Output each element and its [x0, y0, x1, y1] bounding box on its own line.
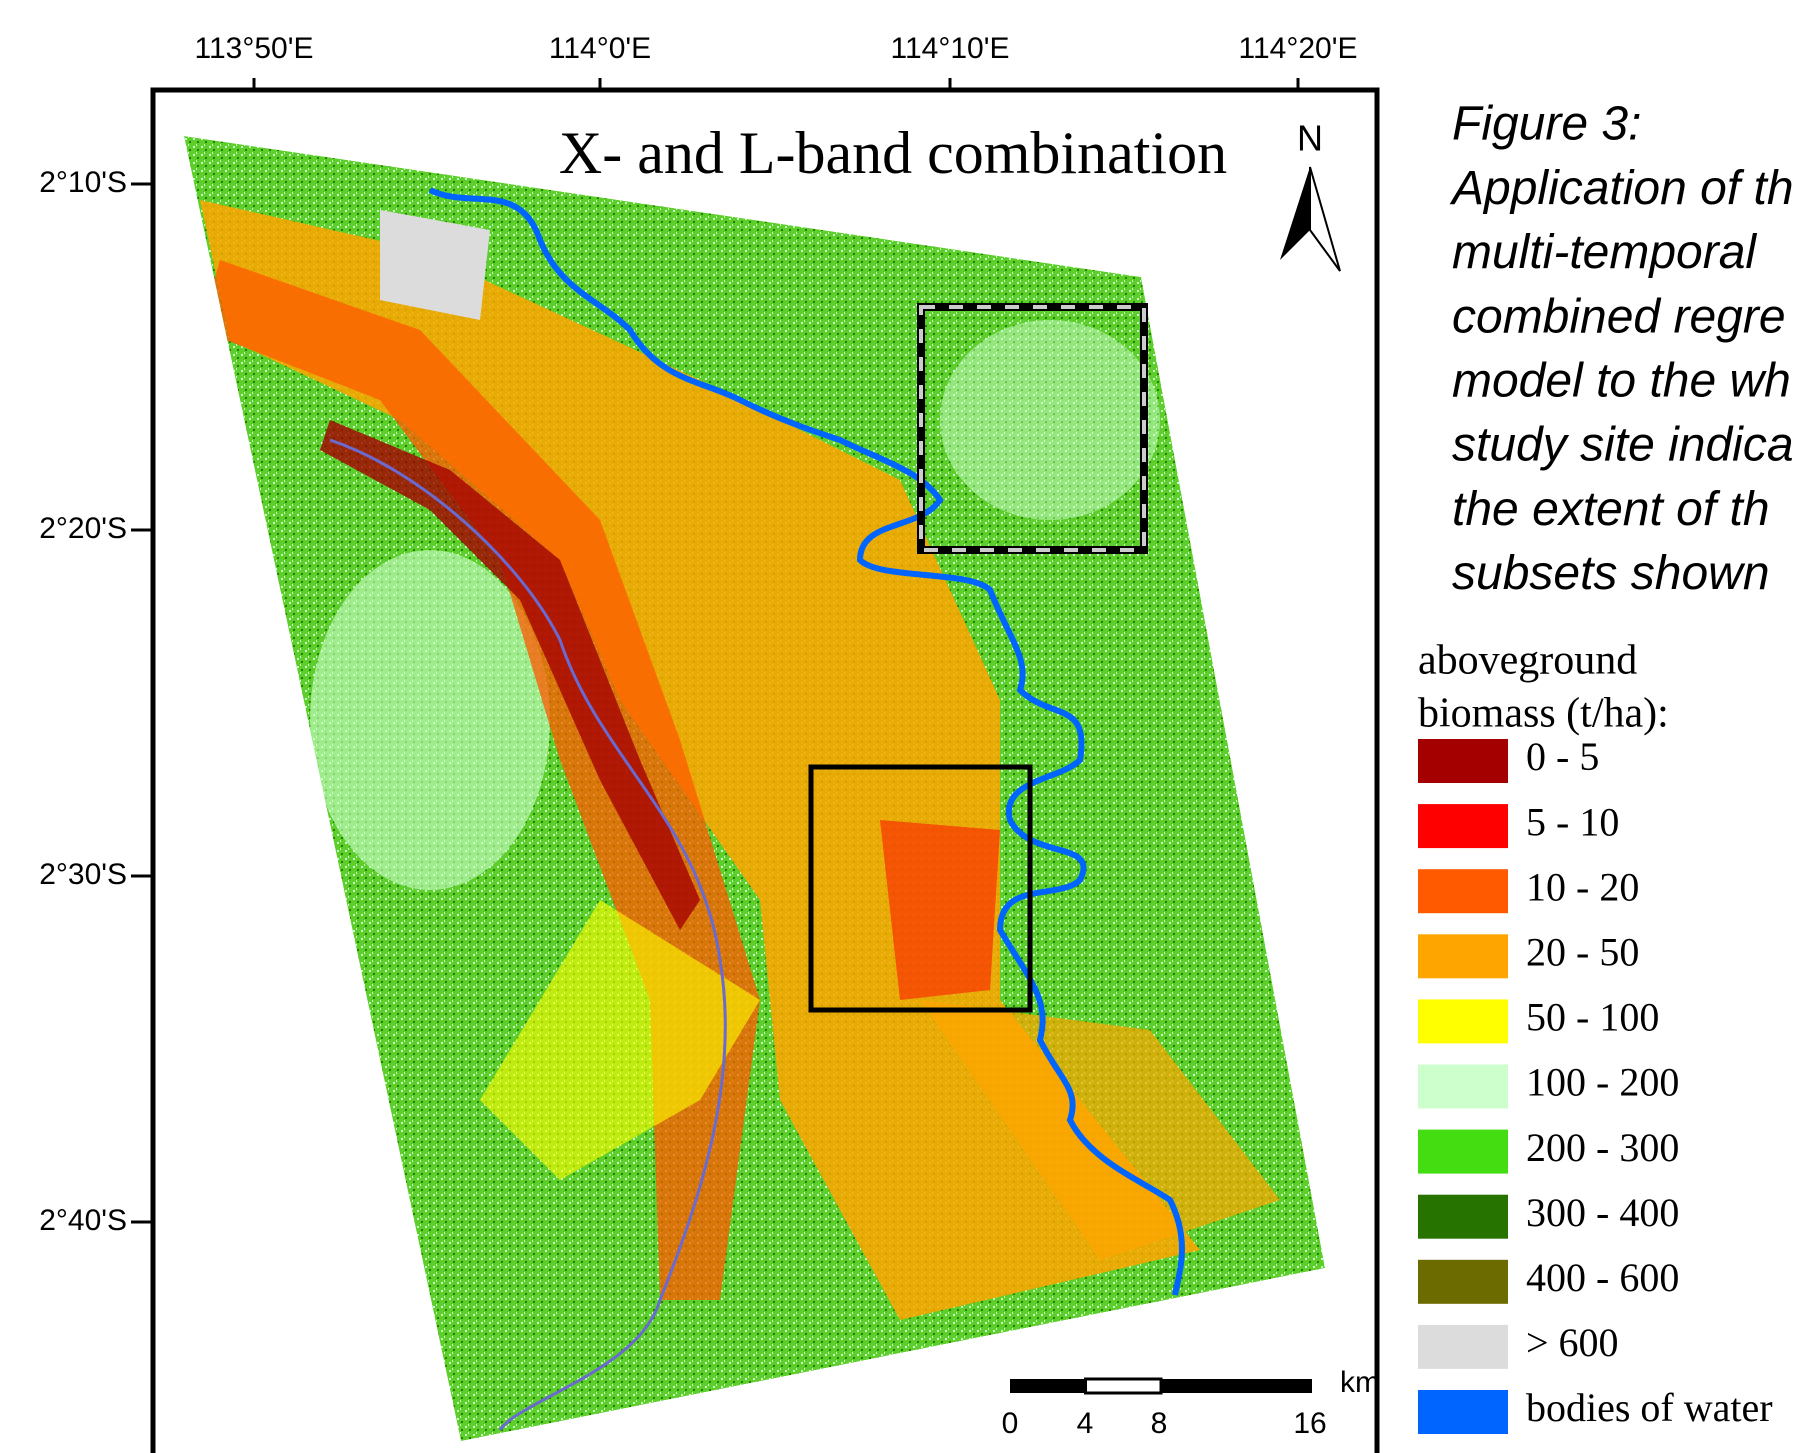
legend-label: 50 - 100 — [1526, 995, 1659, 1040]
map-title: X- and L-band combination — [559, 120, 1227, 186]
legend-label: 20 - 50 — [1526, 929, 1639, 974]
y-tick-label: 2°10'S — [39, 166, 127, 199]
legend-swatch — [1418, 739, 1508, 783]
legend-label: 10 - 20 — [1526, 864, 1639, 909]
legend-title: biomass (t/ha): — [1418, 691, 1669, 737]
caption-line: multi-temporal — [1452, 226, 1757, 279]
legend-swatch — [1418, 934, 1508, 978]
legend-label: 300 - 400 — [1526, 1190, 1679, 1235]
legend-label: 5 - 10 — [1526, 799, 1619, 844]
legend-label: bodies of water — [1526, 1385, 1773, 1430]
legend-swatch — [1418, 1195, 1508, 1239]
legend-label: > 600 — [1526, 1320, 1619, 1365]
biomass-raster — [184, 136, 1325, 1441]
y-tick-label: 2°20'S — [39, 512, 127, 545]
y-tick-label: 2°30'S — [39, 858, 127, 891]
y-tick-label: 2°40'S — [39, 1204, 127, 1237]
legend-label: 400 - 600 — [1526, 1255, 1679, 1300]
x-tick-label: 114°0'E — [549, 32, 651, 65]
caption-line: the extent of th — [1452, 483, 1770, 536]
scale-segment — [1010, 1379, 1086, 1393]
legend-swatch — [1418, 1390, 1508, 1434]
scale-segment — [1086, 1379, 1162, 1393]
raster-band — [880, 820, 1000, 1000]
x-tick-label: 114°20'E — [1239, 32, 1358, 65]
scale-label: 16 — [1293, 1407, 1326, 1440]
legend-swatch — [1418, 804, 1508, 848]
caption-line: Application of th — [1449, 162, 1794, 215]
legend-label: 100 - 200 — [1526, 1060, 1679, 1105]
figure: N X- and L-band combination km 113°50'E 1… — [0, 0, 1807, 1453]
caption-line: Figure 3: — [1452, 98, 1641, 151]
legend-label: 200 - 300 — [1526, 1125, 1679, 1170]
legend-swatch — [1418, 1260, 1508, 1304]
legend-swatch — [1418, 999, 1508, 1043]
caption-line: subsets shown — [1452, 547, 1770, 600]
north-arrow — [1310, 167, 1340, 271]
raster-patch — [940, 320, 1160, 520]
legend-swatch — [1418, 1130, 1508, 1174]
scale-label: 8 — [1151, 1407, 1168, 1440]
caption-line: model to the wh — [1452, 354, 1791, 407]
x-tick-label: 113°50'E — [195, 32, 314, 65]
scale-segment — [1161, 1379, 1312, 1393]
legend-label: 0 - 5 — [1526, 734, 1599, 779]
x-tick-label: 114°10'E — [891, 32, 1010, 65]
legend-swatch — [1418, 869, 1508, 913]
legend-title: aboveground — [1418, 638, 1637, 684]
scale-unit: km — [1340, 1366, 1380, 1399]
scale-label: 4 — [1077, 1407, 1094, 1440]
north-arrow — [1280, 167, 1310, 260]
caption-line: combined regre — [1452, 290, 1786, 343]
legend-swatch — [1418, 1325, 1508, 1369]
north-label: N — [1297, 118, 1323, 159]
caption-line: study site indica — [1452, 419, 1794, 472]
legend-swatch — [1418, 1065, 1508, 1109]
scale-label: 0 — [1002, 1407, 1019, 1440]
page: N X- and L-band combination km 113°50'E 1… — [0, 0, 1807, 1453]
